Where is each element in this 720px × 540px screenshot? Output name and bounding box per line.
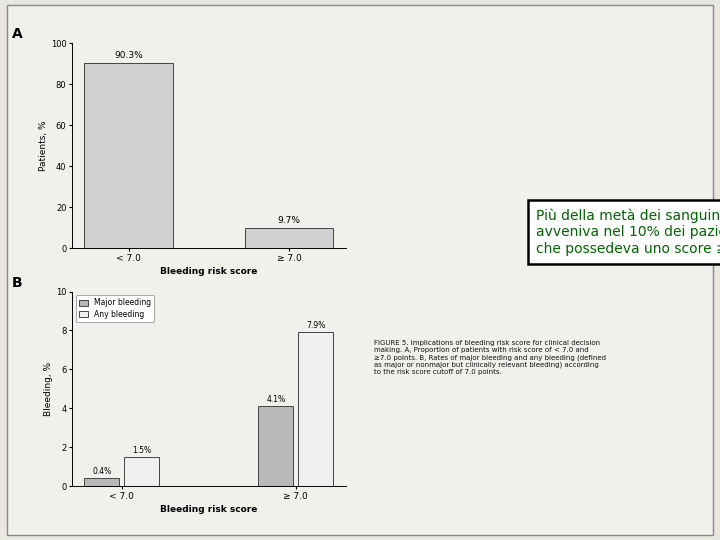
Bar [125,457,159,486]
X-axis label: Bleeding risk score: Bleeding risk score [160,505,258,514]
Bar [298,333,333,486]
Y-axis label: Patients, %: Patients, % [39,120,48,171]
Text: 1.5%: 1.5% [132,446,151,455]
Legend: Major bleeding, Any bleeding: Major bleeding, Any bleeding [76,295,154,322]
Bar [258,406,293,486]
Text: 4.1%: 4.1% [266,395,285,404]
Text: 90.3%: 90.3% [114,51,143,60]
Bar [84,478,120,486]
Text: 0.4%: 0.4% [92,467,112,476]
Text: B: B [12,276,22,290]
X-axis label: Bleeding risk score: Bleeding risk score [160,267,258,276]
Text: FIGURE 5. Implications of bleeding risk score for clinical decision
making. A, P: FIGURE 5. Implications of bleeding risk … [374,340,606,375]
Text: 9.7%: 9.7% [277,217,300,225]
Text: A: A [12,27,22,41]
Bar [84,63,173,248]
Y-axis label: Bleeding, %: Bleeding, % [44,362,53,416]
Bar [245,228,333,248]
Text: Più della metà dei sanguinamenti
avveniva nel 10% dei pazienti
che possedeva uno: Più della metà dei sanguinamenti avveniv… [536,209,720,255]
Text: 7.9%: 7.9% [306,321,325,330]
